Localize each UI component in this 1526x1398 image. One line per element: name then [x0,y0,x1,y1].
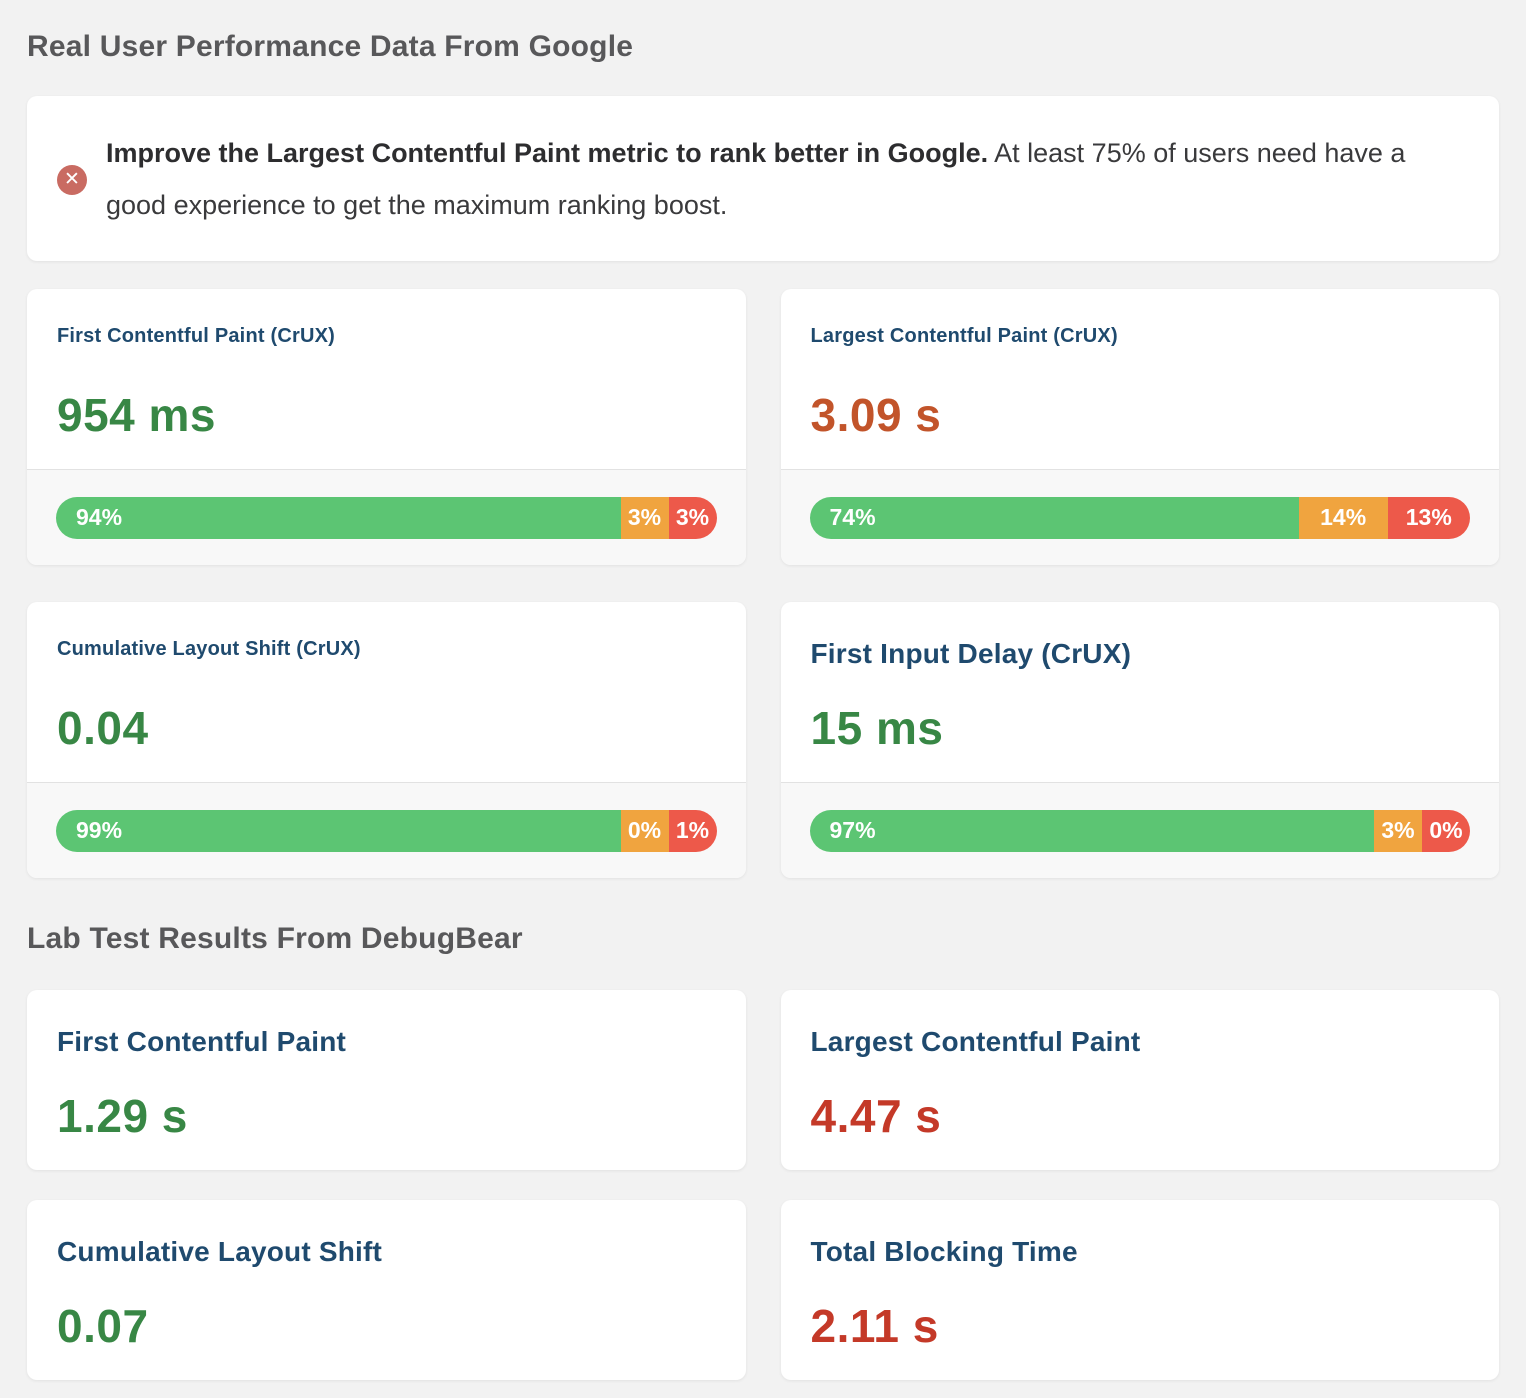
lcp-warning-message-rest: At least 75% of users need have a good e… [106,137,1406,220]
metric-value: 1.29 s [57,1090,188,1142]
crux-section-title: Real User Performance Data From Google [27,30,634,63]
distribution-bar-section: 99% 0% 1% [27,782,746,878]
bar-segment-label: 97% [829,817,876,843]
bar-segment-needs-improvement: 0% [620,809,669,852]
crux-cards-grid: First Contentful Paint (CrUX) 954 ms 94%… [27,289,1499,878]
lcp-distribution-bar: 74% 14% 13% [809,496,1470,539]
metric-card-fcp-lab: First Contentful Paint 1.29 s [27,990,746,1170]
metric-value: 3.09 s [810,389,942,441]
bar-segment-label: 0% [1429,817,1463,843]
bar-segment-good: 74% [809,496,1299,539]
bar-segment-label: 13% [1405,504,1452,530]
fcp-distribution-bar: 94% 3% 3% [56,496,717,539]
metric-card-cls-crux: Cumulative Layout Shift (CrUX) 0.04 99% … [27,602,746,878]
metric-value: 0.04 [57,702,149,754]
bar-segment-label: 0% [627,817,662,843]
bar-segment-poor: 0% [1422,809,1470,852]
metric-title: First Contentful Paint (CrUX) [57,325,336,347]
bar-segment-label: 99% [76,817,123,843]
metric-title: Total Blocking Time [810,1236,1078,1267]
bar-segment-poor: 13% [1387,496,1470,539]
bar-segment-label: 74% [829,504,876,530]
bar-segment-poor: 3% [668,496,717,539]
bar-segment-good: 97% [809,809,1374,852]
metric-value: 15 ms [810,702,944,754]
lab-section-title: Lab Test Results From DebugBear [27,922,523,955]
bar-segment-poor: 1% [668,809,717,852]
bar-segment-needs-improvement: 14% [1298,496,1388,539]
fid-distribution-bar: 97% 3% 0% [809,809,1470,852]
bar-segment-label: 1% [675,817,710,843]
bar-segment-label: 14% [1320,504,1367,530]
lab-cards-grid: First Contentful Paint 1.29 s Largest Co… [27,990,1499,1380]
metric-card-fcp-crux: First Contentful Paint (CrUX) 954 ms 94%… [27,289,746,565]
lcp-warning-message: Improve the Largest Contentful Paint met… [106,127,1465,231]
metric-title: Largest Contentful Paint (CrUX) [810,325,1118,347]
bar-segment-label: 3% [675,504,710,530]
lcp-warning-message-bold: Improve the Largest Contentful Paint met… [106,137,989,168]
bar-segment-label: 3% [1381,817,1415,843]
bar-segment-label: 94% [76,504,123,530]
metric-value: 954 ms [57,389,217,441]
metric-card-tbt-lab: Total Blocking Time 2.11 s [780,1200,1499,1380]
metric-title: Cumulative Layout Shift (CrUX) [57,638,361,660]
metric-title: Cumulative Layout Shift [57,1236,383,1267]
bar-segment-needs-improvement: 3% [1374,809,1422,852]
metric-card-lcp-crux: Largest Contentful Paint (CrUX) 3.09 s 7… [780,289,1499,565]
bar-segment-good: 99% [56,809,621,852]
bar-segment-needs-improvement: 3% [620,496,669,539]
metric-value: 0.07 [57,1300,149,1352]
metric-title: First Contentful Paint [57,1026,347,1057]
distribution-bar-section: 74% 14% 13% [780,469,1499,565]
distribution-bar-section: 94% 3% 3% [27,469,746,565]
metric-value: 2.11 s [810,1300,939,1352]
metric-value: 4.47 s [810,1090,942,1142]
metric-title: Largest Contentful Paint [810,1026,1141,1057]
metric-card-lcp-lab: Largest Contentful Paint 4.47 s [780,990,1499,1170]
lcp-warning-banner: ✕ Improve the Largest Contentful Paint m… [27,96,1499,261]
metric-card-cls-lab: Cumulative Layout Shift 0.07 [27,1200,746,1380]
bar-segment-label: 3% [627,504,662,530]
metric-card-fid-crux: First Input Delay (CrUX) 15 ms 97% 3% 0% [780,602,1499,878]
distribution-bar-section: 97% 3% 0% [780,782,1499,878]
cls-distribution-bar: 99% 0% 1% [56,809,717,852]
bar-segment-good: 94% [56,496,621,539]
error-x-circle-icon: ✕ [57,164,87,195]
metric-title: First Input Delay (CrUX) [810,638,1132,669]
